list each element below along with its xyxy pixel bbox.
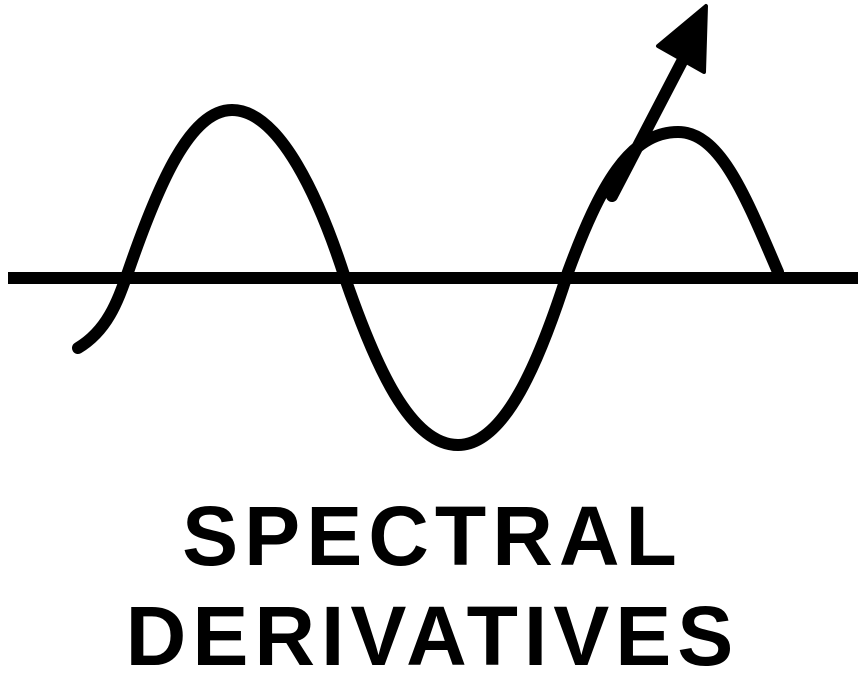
tangent-arrow-shaft (606, 44, 694, 202)
tangent-arrow-head (656, 4, 708, 74)
title-line-2: DERIVATIVES (125, 589, 740, 683)
sine-wave-with-arrow-icon (8, 4, 858, 451)
title-line-1: SPECTRAL (182, 489, 683, 583)
sine-wave-curve (72, 104, 784, 451)
